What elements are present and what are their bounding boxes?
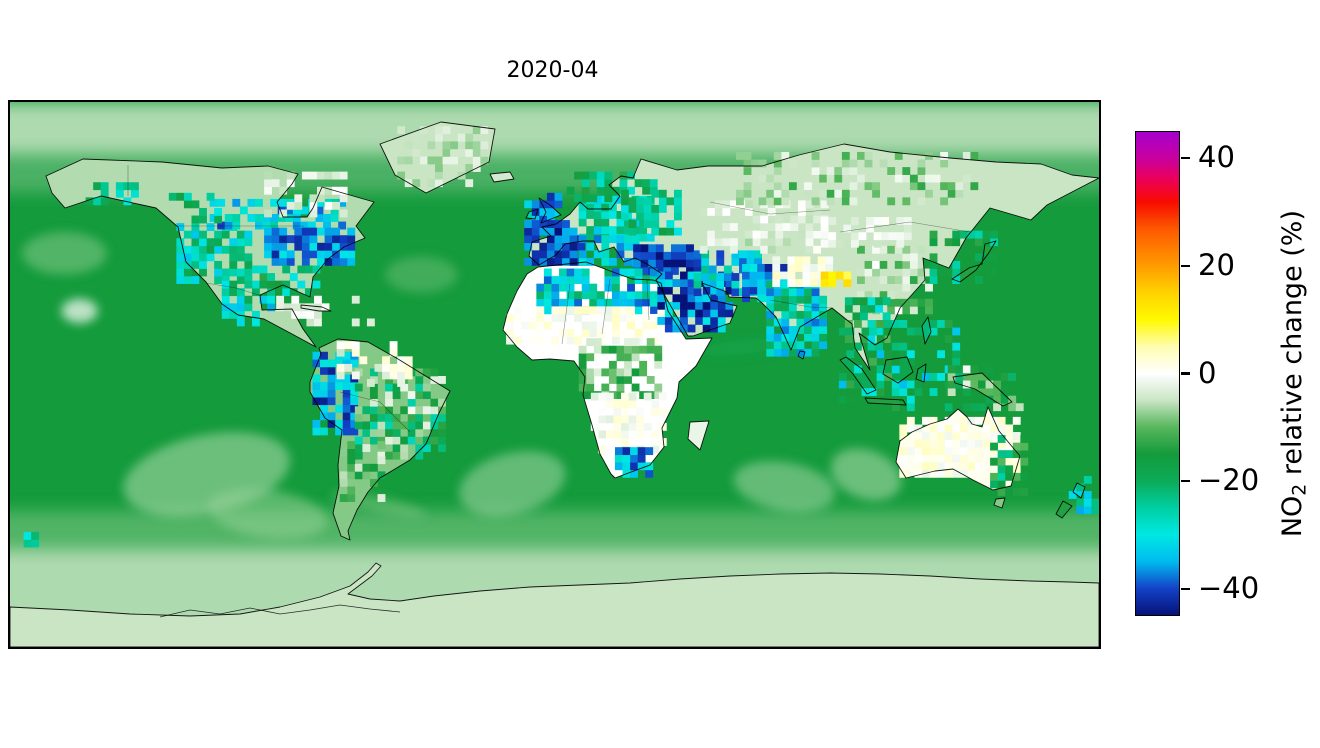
figure-title: 2020-04 [506,58,599,83]
colorbar-tick-mark [1181,480,1190,483]
antarctica-ice-shelf-line [159,604,401,618]
colorbar-label-subscript: 2 [1288,483,1311,496]
country-borders-layer [127,165,971,618]
coastline-layer [10,121,1099,647]
world-heatmap-svg [10,102,1099,647]
map-plot-area [8,100,1101,649]
heatmap-cells-layer [23,126,1099,548]
colorbar-tick-label: −40 [1198,570,1260,605]
colorbar-tick-label: 0 [1198,355,1217,390]
colorbar-tick-mark [1181,156,1190,160]
colorbar-tick-label: 20 [1198,247,1235,282]
colorbar-gradient [1136,132,1179,615]
colorbar-axis-label-wrap: NO2 relative change (%) [1272,131,1316,616]
colorbar-tick-label: −20 [1198,463,1260,498]
colorbar-tick-mark [1181,587,1190,591]
colorbar-tick-mark [1181,372,1190,375]
colorbar-axis-label: NO2 relative change (%) [1277,209,1311,538]
colorbar-tick-label: 40 [1198,139,1235,174]
colorbar-tick-mark [1181,264,1190,267]
colorbar [1135,131,1180,616]
